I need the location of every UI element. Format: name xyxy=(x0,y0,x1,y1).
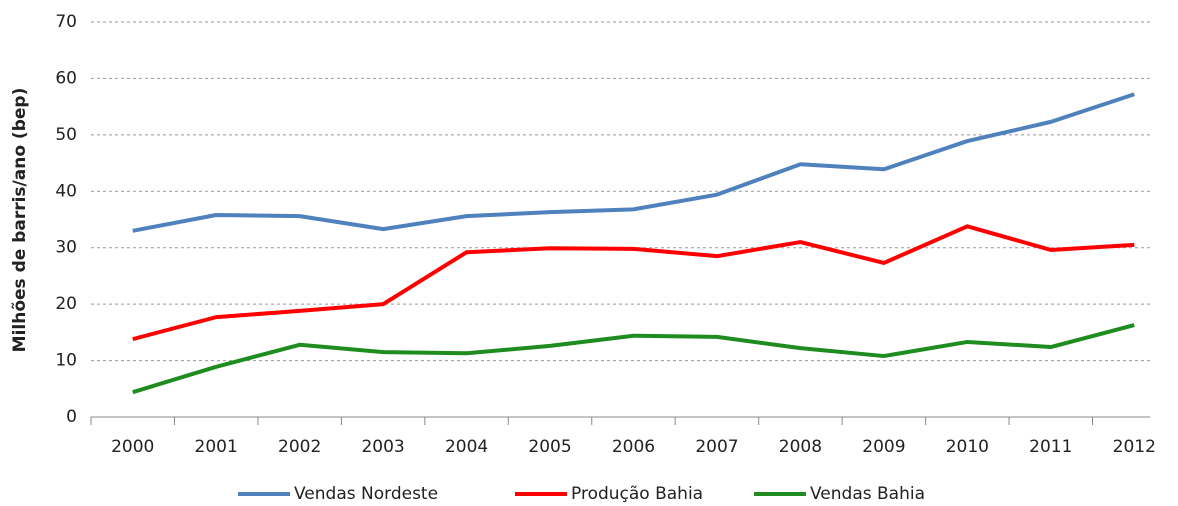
y-tick-label: 20 xyxy=(55,294,77,314)
x-tick-label: 2009 xyxy=(862,437,905,457)
series-line xyxy=(132,224,1135,342)
x-tick-label: 2012 xyxy=(1113,437,1156,457)
x-tick-label: 2010 xyxy=(946,437,989,457)
y-tick-label: 40 xyxy=(55,181,77,201)
x-tick-label: 2000 xyxy=(111,437,154,457)
legend-label: Vendas Nordeste xyxy=(294,484,438,504)
x-tick-label: 2006 xyxy=(612,437,655,457)
legend-label: Produção Bahia xyxy=(571,484,703,504)
x-tick-label: 2003 xyxy=(361,437,404,457)
x-tick-label: 2008 xyxy=(779,437,822,457)
y-tick-label: 70 xyxy=(55,12,77,32)
legend-label: Vendas Bahia xyxy=(810,484,925,504)
x-tick-label: 2001 xyxy=(195,437,238,457)
y-tick-label: 0 xyxy=(66,407,77,427)
x-tick-label: 2004 xyxy=(445,437,488,457)
series-line xyxy=(132,92,1135,233)
y-tick-label: 30 xyxy=(55,238,77,258)
x-tick-label: 2011 xyxy=(1029,437,1072,457)
series-line xyxy=(132,323,1135,395)
x-tick-label: 2002 xyxy=(278,437,321,457)
y-tick-label: 60 xyxy=(55,68,77,88)
y-tick-label: 10 xyxy=(55,351,77,371)
y-axis-label: Milhões de barris/ano (bep) xyxy=(10,88,30,353)
x-tick-label: 2007 xyxy=(695,437,738,457)
x-tick-label: 2005 xyxy=(528,437,571,457)
y-tick-label: 50 xyxy=(55,125,77,145)
